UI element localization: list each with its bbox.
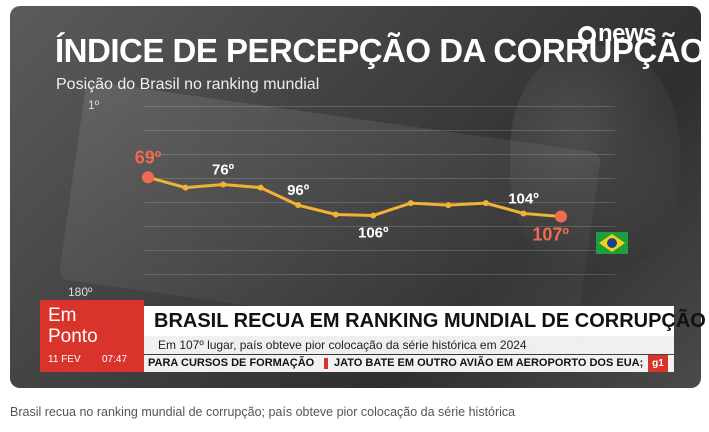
data-label: 106º: [358, 225, 389, 242]
data-point: [182, 184, 189, 191]
gridline: [145, 178, 615, 179]
broadcast-date: 11 FEV: [48, 354, 81, 365]
g1-logo: g1: [648, 355, 668, 372]
y-tick-label-bottom: 180º: [68, 285, 93, 299]
data-point: [142, 171, 154, 184]
line-chart: 69º 76º 96º 106º 104º 107º: [135, 147, 570, 245]
data-point: [482, 200, 489, 207]
series-line: [147, 175, 562, 219]
data-point: [257, 184, 264, 191]
data-label: 104º: [508, 190, 539, 207]
em-ponto-badge: Em Ponto 11 FEV 07:47: [40, 300, 144, 372]
gridline: [145, 202, 615, 203]
data-label: 96º: [287, 182, 310, 199]
image-caption: Brasil recua no ranking mundial de corru…: [10, 405, 516, 419]
data-label: 69º: [135, 147, 162, 167]
ticker-item: PARA CURSOS DE FORMAÇÃO: [148, 357, 315, 369]
chart-subtitle: Posição do Brasil no ranking mundial: [56, 76, 320, 93]
data-point: [407, 200, 414, 207]
gridline: [145, 154, 615, 155]
gridline: [145, 274, 615, 275]
gnews-logo: news: [578, 20, 657, 48]
ticker-separator: [324, 358, 328, 369]
broadcast-time: 07:47: [102, 354, 128, 365]
news-ticker: PARA CURSOS DE FORMAÇÃO JATO BATE EM OUT…: [144, 355, 674, 372]
gridline: [145, 106, 615, 107]
subheadline-bar: Em 107º lugar, país obteve pior colocaçã…: [144, 336, 674, 354]
data-point: [295, 202, 302, 209]
chart-title: ÍNDICE DE PERCEPÇÃO DA CORRUPÇÃO: [55, 32, 701, 69]
ticker-item: JATO BATE EM OUTRO AVIÃO EM AEROPORTO DO…: [334, 357, 644, 369]
data-point: [520, 210, 527, 217]
data-point: [370, 212, 377, 219]
data-point: [220, 181, 227, 188]
data-point: [555, 210, 567, 223]
gridline: [145, 250, 615, 251]
subheadline-text: Em 107º lugar, país obteve pior colocaçã…: [158, 338, 527, 352]
y-tick-label-top: 1º: [88, 98, 100, 112]
gridline: [145, 130, 615, 131]
badge-line-2: Ponto: [48, 326, 98, 347]
badge-line-1: Em: [48, 305, 77, 326]
globo-ring-icon: [578, 26, 596, 44]
data-label: 107º: [532, 225, 569, 245]
brazil-flag-icon: [596, 232, 628, 254]
data-point: [332, 211, 339, 218]
portrait-background: [510, 46, 680, 276]
data-point: [445, 202, 452, 209]
data-label: 76º: [212, 162, 235, 179]
headline-bar: BRASIL RECUA EM RANKING MUNDIAL DE CORRU…: [144, 306, 706, 336]
headline-text: BRASIL RECUA EM RANKING MUNDIAL DE CORRU…: [154, 310, 706, 332]
gridline: [145, 226, 615, 227]
